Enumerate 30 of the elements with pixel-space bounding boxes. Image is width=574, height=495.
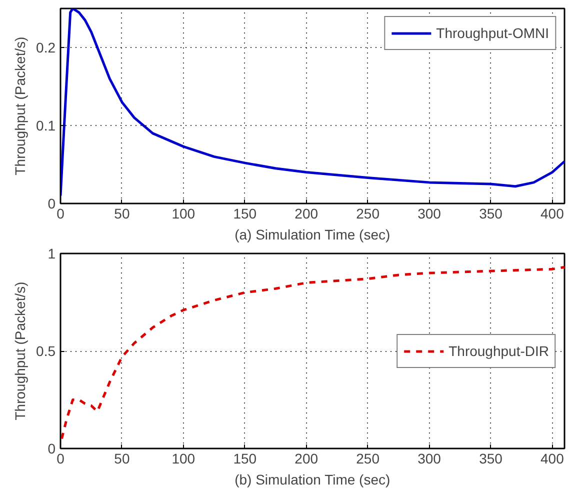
x-tick-label: 250 xyxy=(356,206,380,222)
x-tick-label: 100 xyxy=(172,450,196,466)
line-series xyxy=(60,266,564,440)
x-tick-label: 150 xyxy=(233,450,257,466)
line-series xyxy=(60,8,564,197)
x-axis-title: (b) Simulation Time (sec) xyxy=(234,472,390,488)
y-tick-label: 0.2 xyxy=(36,40,56,56)
y-tick-label: 0 xyxy=(48,440,56,456)
y-tick-label: 0 xyxy=(48,196,56,212)
y-tick-label: 0.5 xyxy=(36,343,56,359)
y-axis-title: Throughput (Packet/s) xyxy=(12,36,28,176)
x-tick-label: 250 xyxy=(356,450,380,466)
x-tick-label: 350 xyxy=(479,206,503,222)
y-tick-label: 1 xyxy=(48,246,56,262)
x-tick-label: 50 xyxy=(114,450,130,466)
x-tick-label: 300 xyxy=(418,450,442,466)
y-axis-title: Throughput (Packet/s) xyxy=(12,282,28,420)
x-tick-label: 400 xyxy=(540,206,564,222)
x-tick-label: 150 xyxy=(233,206,257,222)
y-tick-label: 0.1 xyxy=(36,118,56,134)
x-tick-label: 200 xyxy=(294,206,318,222)
x-tick-label: 350 xyxy=(479,450,503,466)
x-tick-label: 300 xyxy=(418,206,442,222)
x-tick-label: 100 xyxy=(172,206,196,222)
legend-label: Throughput-DIR xyxy=(448,342,549,358)
x-axis-title: (a) Simulation Time (sec) xyxy=(234,226,390,242)
legend-label: Throughput-OMNI xyxy=(436,25,549,41)
x-tick-label: 50 xyxy=(114,206,130,222)
x-tick-label: 400 xyxy=(540,450,564,466)
x-tick-label: 200 xyxy=(294,450,318,466)
